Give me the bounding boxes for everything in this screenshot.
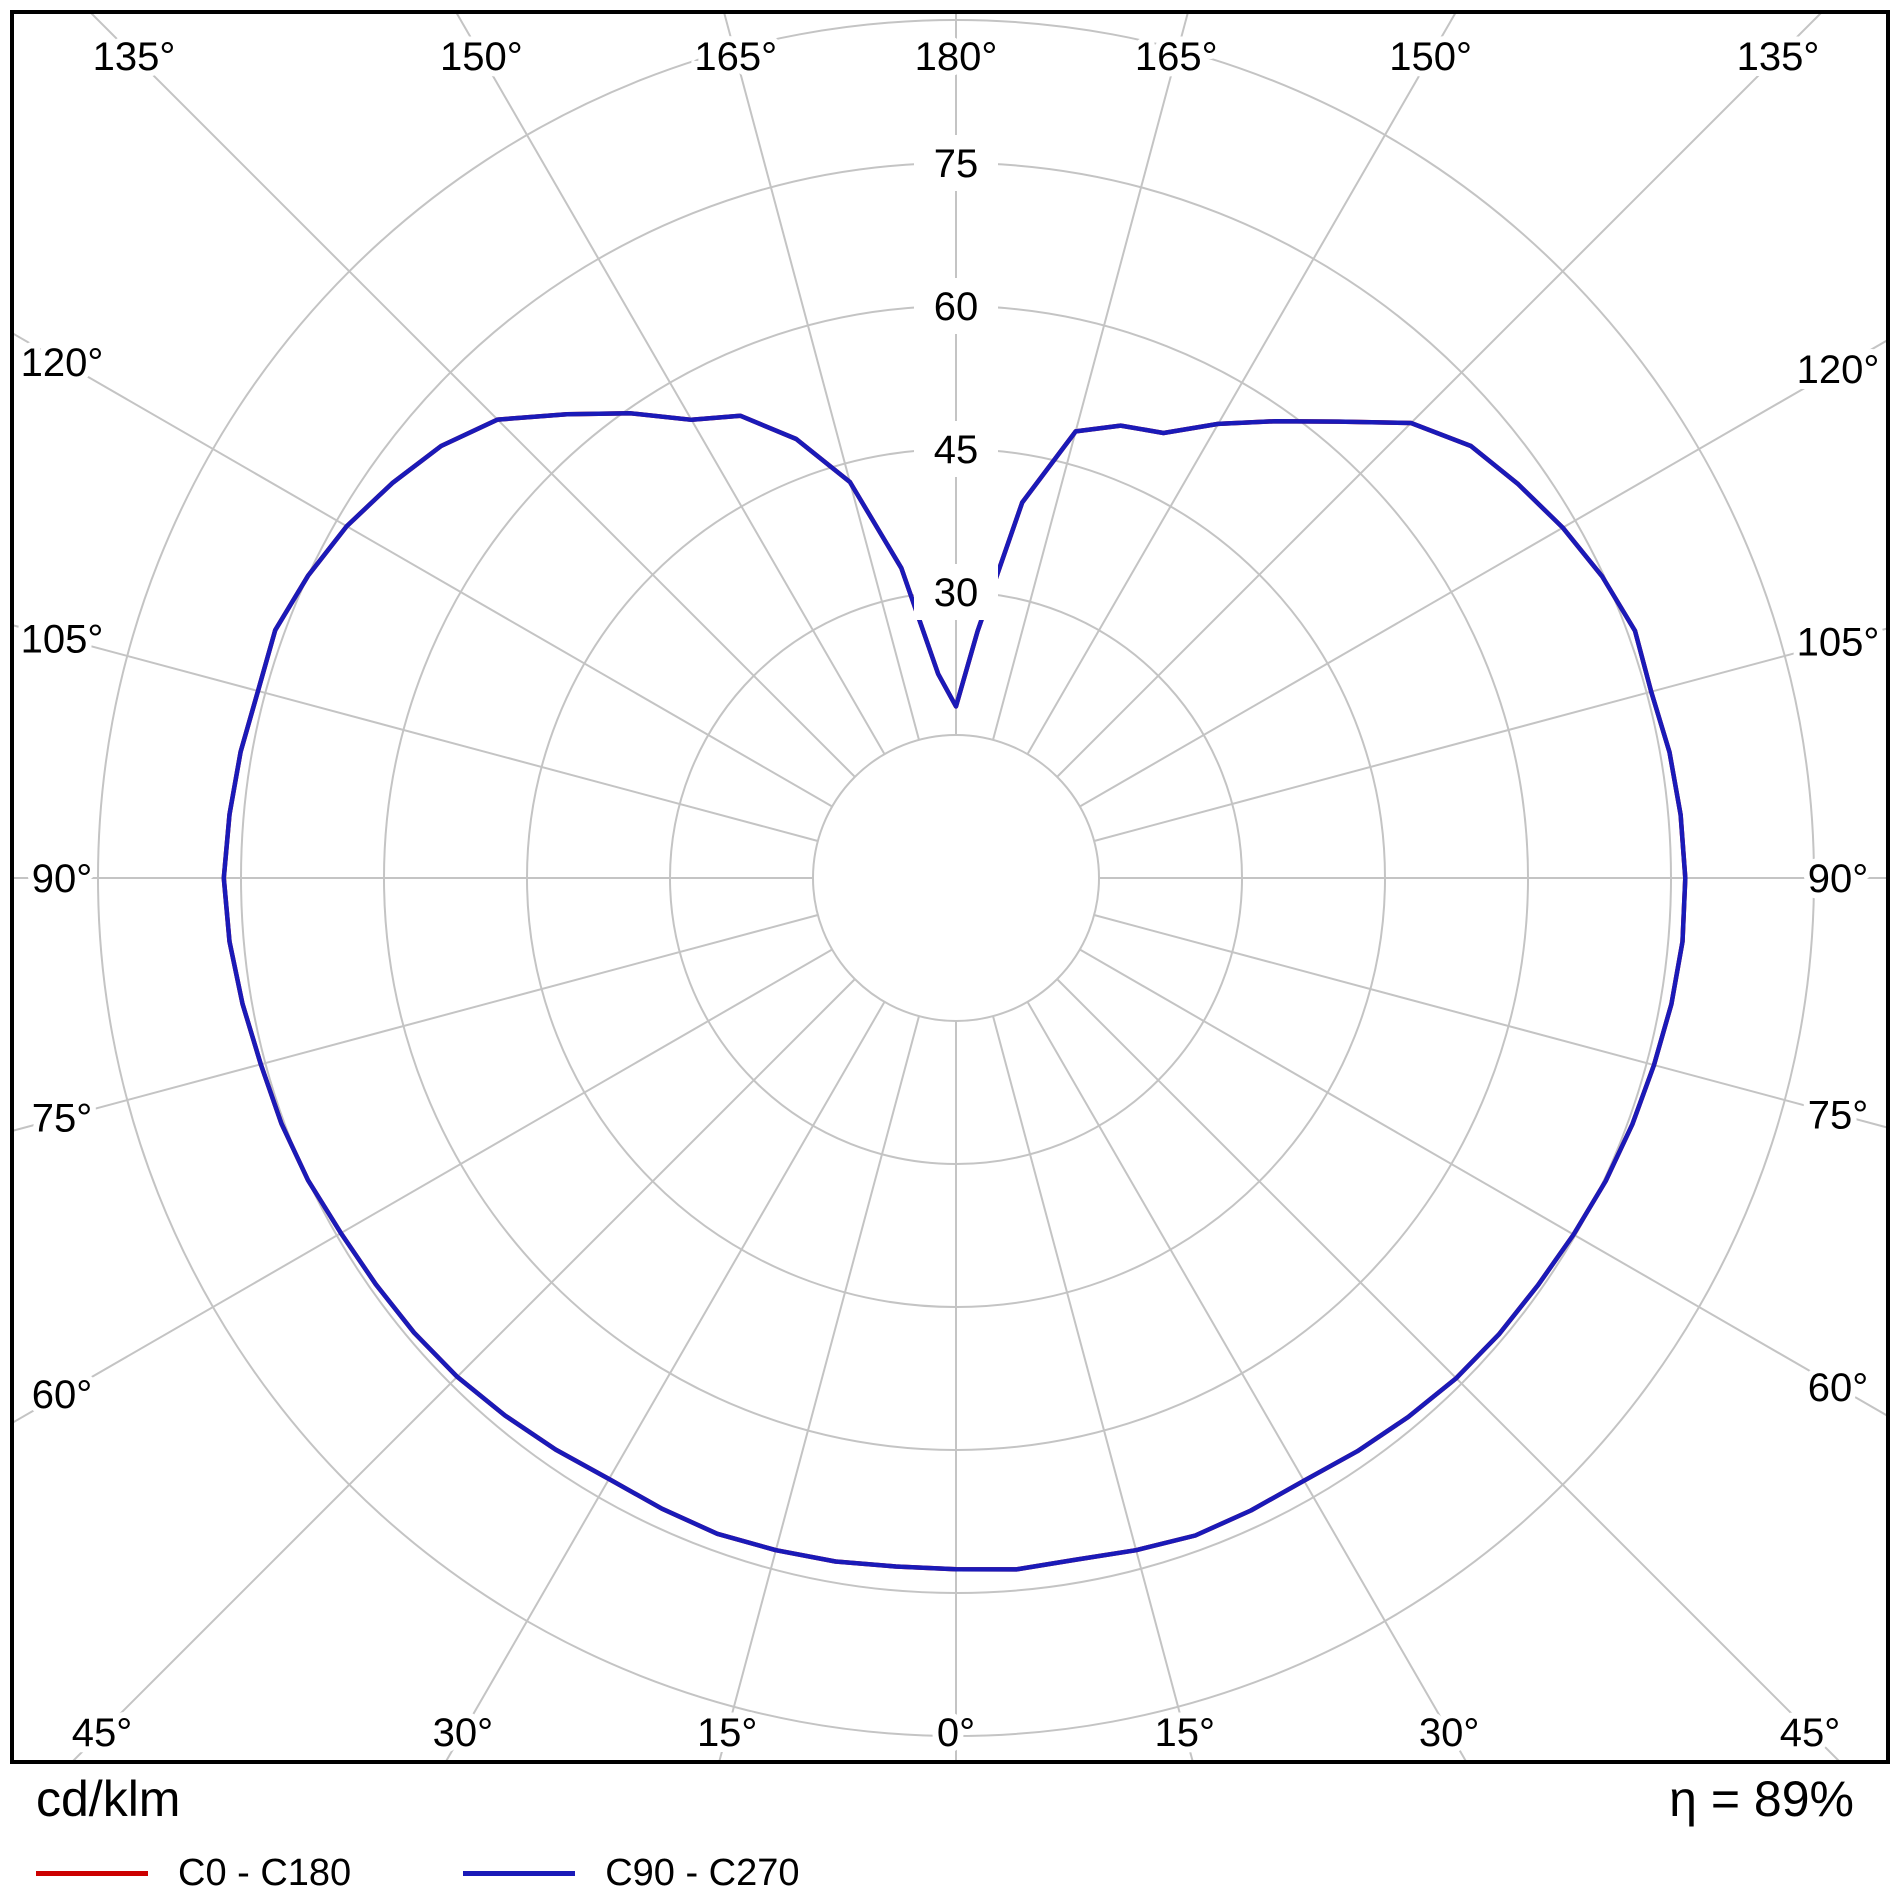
ring-value-label: 75 bbox=[934, 142, 979, 186]
angle-tick-label: 75° bbox=[32, 1097, 93, 1141]
angle-tick-label: 165° bbox=[1135, 35, 1218, 79]
angle-tick-label: 45° bbox=[72, 1711, 133, 1755]
angle-tick-label: 135° bbox=[93, 35, 176, 79]
angle-tick-label: 15° bbox=[697, 1711, 758, 1755]
angle-tick-label: 120° bbox=[1797, 348, 1880, 392]
angle-tick-label: 90° bbox=[1808, 857, 1869, 901]
legend-label-c90-c270: C90 - C270 bbox=[605, 1852, 800, 1894]
angle-tick-label: 150° bbox=[1389, 35, 1472, 79]
legend-item-c90-c270: C90 - C270 bbox=[463, 1852, 800, 1895]
chart-legend: C0 - C180 C90 - C270 bbox=[36, 1852, 800, 1895]
angle-tick-label: 75° bbox=[1808, 1093, 1869, 1137]
ring-value-label: 30 bbox=[934, 571, 979, 615]
legend-swatch-c0-c180-line bbox=[36, 1871, 148, 1876]
legend-item-c0-c180: C0 - C180 bbox=[36, 1852, 351, 1895]
angle-tick-label: 180° bbox=[915, 35, 998, 79]
efficiency-value: η = 89% bbox=[1669, 1771, 1854, 1827]
angle-tick-label: 90° bbox=[32, 857, 93, 901]
angle-tick-label: 60° bbox=[32, 1373, 93, 1417]
ring-value-label: 60 bbox=[934, 285, 979, 329]
angle-tick-label: 165° bbox=[694, 35, 777, 79]
legend-swatch-c90-c270-line bbox=[463, 1871, 576, 1876]
angle-tick-label: 105° bbox=[21, 618, 104, 662]
angle-tick-label: 135° bbox=[1737, 35, 1820, 79]
angle-tick-label: 105° bbox=[1797, 621, 1880, 665]
angle-tick-label: 30° bbox=[1419, 1711, 1480, 1755]
units-label: cd/klm bbox=[36, 1771, 181, 1827]
angle-tick-label: 120° bbox=[21, 341, 104, 385]
angle-tick-label: 30° bbox=[433, 1711, 494, 1755]
angle-tick-label: 0° bbox=[937, 1711, 975, 1755]
legend-label-c0-c180: C0 - C180 bbox=[178, 1852, 352, 1894]
ring-value-label: 45 bbox=[934, 428, 979, 472]
angle-tick-label: 45° bbox=[1780, 1711, 1841, 1755]
angle-tick-label: 15° bbox=[1155, 1711, 1216, 1755]
angle-tick-label: 150° bbox=[440, 35, 523, 79]
angle-tick-label: 60° bbox=[1808, 1366, 1869, 1410]
